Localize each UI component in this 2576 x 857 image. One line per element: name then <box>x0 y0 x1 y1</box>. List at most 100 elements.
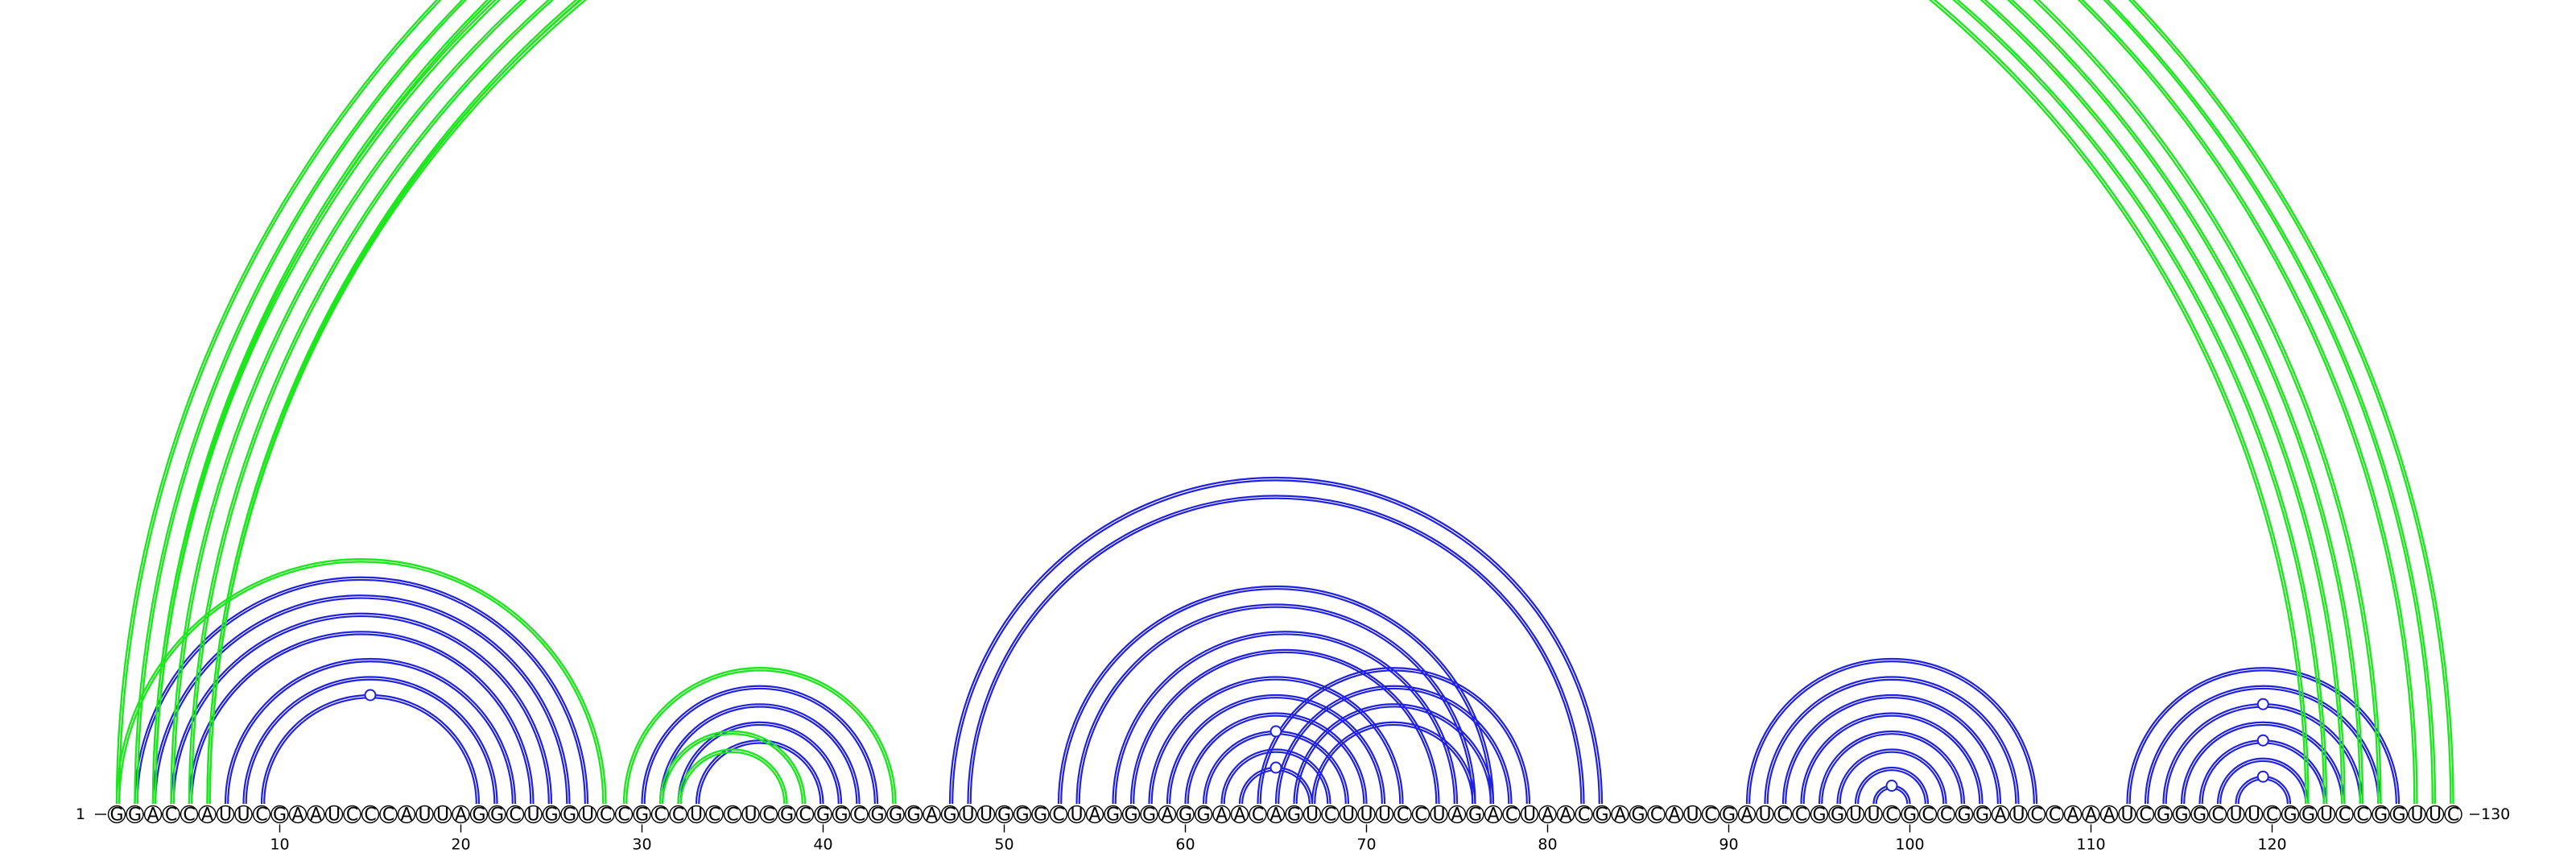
base-pair-arc <box>1166 693 1386 805</box>
nucleotide: C <box>2335 805 2354 826</box>
nucleotide: U <box>2317 805 2336 826</box>
tick-label: 100 <box>1895 836 1924 854</box>
base-pair-arc <box>1781 693 2002 805</box>
nucleotide: A <box>1556 805 1575 826</box>
nucleotide: A <box>2082 805 2100 826</box>
nucleotide: G <box>107 805 126 826</box>
base-pair-arc <box>263 697 477 805</box>
arc-apex-marker <box>2256 770 2269 783</box>
nucleotide-circle <box>216 805 235 824</box>
nucleotide-circle <box>1375 805 1394 824</box>
nucleotide-letter: C <box>2447 805 2459 826</box>
nucleotide-circle <box>1991 805 2010 824</box>
nucleotide: C <box>506 805 525 826</box>
nucleotide: G <box>814 805 832 826</box>
nucleotide-letter: G <box>2193 805 2207 826</box>
nucleotide: G <box>1901 805 1919 826</box>
nucleotide-letter: G <box>1287 805 1301 826</box>
nucleotide-letter: A <box>1994 805 2006 826</box>
nucleotide: A <box>307 805 325 826</box>
base-pair-arc <box>1129 648 1440 805</box>
nucleotide-circle <box>650 805 670 824</box>
base-pair-arc <box>118 0 2452 805</box>
nucleotide: U <box>1339 805 1358 826</box>
nucleotide: A <box>1212 805 1231 826</box>
nucleotide-circle <box>1701 805 1720 824</box>
nucleotide-circle <box>2118 805 2136 824</box>
nucleotide: U <box>1846 805 1865 826</box>
nucleotide-letter: G <box>490 805 504 826</box>
nucleotide-circle <box>2009 805 2028 824</box>
nucleotide: G <box>2172 805 2191 826</box>
nucleotide-letter: G <box>1196 805 1210 826</box>
base-pair-arc <box>1314 723 1474 805</box>
nucleotide-letter: A <box>201 805 213 826</box>
nucleotide-circle <box>270 805 289 824</box>
nucleotide-letter: U <box>2410 805 2423 826</box>
base-pair-arc <box>136 578 586 805</box>
base-pair-arc <box>1818 730 1966 805</box>
nucleotide-letter: A <box>455 805 467 826</box>
nucleotide-letter: G <box>2374 805 2388 826</box>
start-label: 1 <box>76 805 85 823</box>
nucleotide: G <box>1973 805 1992 826</box>
base-pair-arc <box>115 558 607 805</box>
nucleotide: A <box>1665 805 1684 826</box>
arc-apex-marker <box>1269 761 1282 774</box>
nucleotide-circle <box>795 805 815 824</box>
nucleotide-letter: A <box>1233 805 1245 826</box>
tick-label: 20 <box>451 836 470 854</box>
nucleotide-circle <box>1321 805 1340 824</box>
nucleotide: C <box>1701 805 1720 826</box>
base-pair-arc <box>952 479 1600 805</box>
nucleotide: G <box>886 805 905 826</box>
nucleotide-letter: U <box>980 805 993 826</box>
nucleotide-letter: G <box>109 805 123 826</box>
nucleotide: U <box>1357 805 1376 826</box>
nucleotide-circle <box>2099 805 2119 824</box>
base-pair-arc <box>208 0 2307 805</box>
nucleotide: C <box>1882 805 1901 826</box>
nucleotide-circle <box>578 805 597 824</box>
nucleotide-letter: A <box>1161 805 1173 826</box>
nucleotide-circle <box>1629 805 1648 824</box>
nucleotide-letter: U <box>2320 805 2333 826</box>
base-pair-arc <box>622 667 897 805</box>
arc-apex-marker <box>364 689 377 702</box>
nucleotide-circle <box>2172 805 2191 824</box>
nucleotide-letter: G <box>1106 805 1120 826</box>
nucleotide-circle <box>1502 805 1521 824</box>
base-pair-arc <box>227 660 514 805</box>
nucleotide-letter: G <box>472 805 485 826</box>
nucleotide-letter: U <box>1070 805 1083 826</box>
nucleotide-circle <box>307 805 325 824</box>
nucleotide: G <box>1719 805 1738 826</box>
nucleotide-circle <box>1556 805 1575 824</box>
arc-apex-marker <box>1269 725 1282 738</box>
nucleotide: U <box>433 805 452 826</box>
base-pair-arc <box>134 576 589 805</box>
arc-apex-marker <box>2256 698 2269 710</box>
nucleotide-letter: A <box>1740 805 1752 826</box>
nucleotide: C <box>2263 805 2281 826</box>
nucleotide: U <box>324 805 344 826</box>
base-pair-arc <box>2162 703 2364 805</box>
nucleotide: C <box>850 805 869 826</box>
nucleotide: A <box>452 805 470 826</box>
nucleotide: C <box>597 805 615 826</box>
nucleotide-circle <box>976 805 996 824</box>
nucleotide-circle <box>288 805 308 824</box>
base-pair-arc <box>1857 769 1926 805</box>
nucleotide: G <box>2299 805 2318 826</box>
nucleotide-letter: U <box>2248 805 2260 826</box>
nucleotide: U <box>1375 805 1394 826</box>
nucleotide: G <box>469 805 489 826</box>
nucleotide: A <box>1538 805 1557 826</box>
base-pair-arc <box>1057 585 1495 805</box>
nucleotide: U <box>578 805 597 826</box>
nucleotide-letter: A <box>1542 805 1554 826</box>
nucleotide-circle <box>2136 805 2155 824</box>
nucleotide-letter: C <box>2030 805 2042 826</box>
base-pair-arc <box>1293 703 1495 805</box>
nucleotide: G <box>1140 805 1158 826</box>
